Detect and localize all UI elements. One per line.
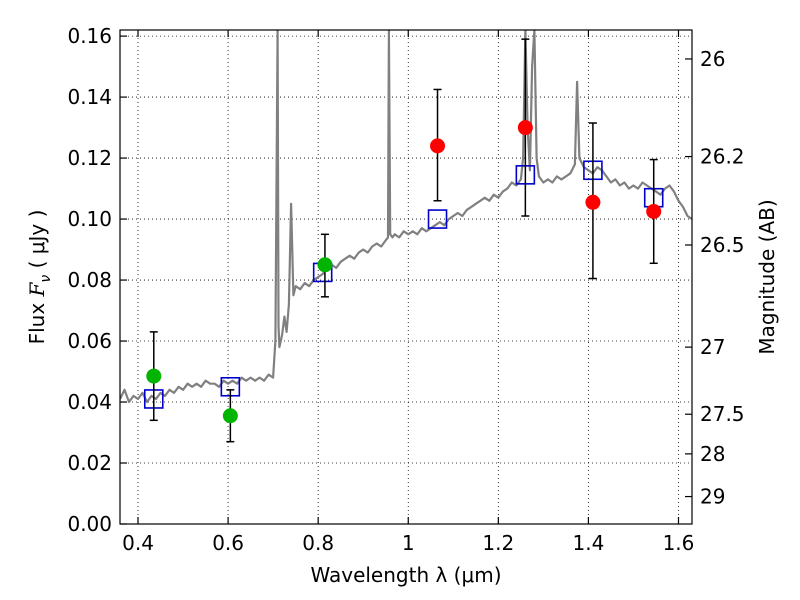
axes: 0.4 0.6 0.8 1 1.2 1.4 1.6 0.00 0.02 0.04 0.06 0.08 0… (67, 24, 744, 555)
y2-tick-label: 28 (700, 442, 725, 466)
y2-tick-label: 27 (700, 335, 725, 359)
grid (120, 30, 692, 525)
observed-point (222, 408, 238, 424)
x-tick-label: 1.4 (573, 531, 605, 555)
y-tick-label: 0.04 (67, 390, 112, 414)
y-axis-label: Flux Fν ( μJy ) (25, 210, 54, 345)
y-tick-label: 0.02 (67, 451, 112, 475)
y2-tick-label: 26.5 (700, 233, 745, 257)
x-axis-label: Wavelength λ (μm) (310, 563, 501, 587)
y-axis-label-unit: μJy (25, 224, 49, 255)
y2-tick-label: 26.2 (700, 145, 745, 169)
y2-tick-label: 26 (700, 47, 725, 71)
y-tick-label: 0.16 (67, 24, 112, 48)
y-axis-label-symbol: F (25, 281, 49, 297)
y2-tick-label: 29 (700, 485, 725, 509)
x-tick-label: 0.4 (122, 531, 154, 555)
observed-point (585, 194, 601, 210)
y-tick-label: 0.14 (67, 85, 112, 109)
y-axis-label-close: ) (25, 210, 49, 224)
y-axis-label-prefix: Flux (25, 296, 49, 344)
y-tick-label: 0.12 (67, 146, 112, 170)
observed-point (517, 120, 533, 136)
y2-tick-label: 27.5 (700, 402, 745, 426)
y-axis-label-subscript: ν (38, 275, 54, 283)
y-tick-label: 0.08 (67, 268, 112, 292)
model-photometry-square (427, 209, 448, 229)
observed-point (146, 368, 162, 384)
y2-axis-label: Magnitude (AB) (755, 199, 779, 354)
y-axis-label-open: ( (25, 254, 49, 275)
observed-point (317, 257, 333, 273)
x-tick-label: 1.2 (482, 531, 514, 555)
x-tick-label: 1 (402, 531, 415, 555)
x-tick-label: 1.6 (663, 531, 695, 555)
x-tick-label: 0.6 (212, 531, 244, 555)
y-tick-label: 0.06 (67, 329, 112, 353)
observed-point (646, 203, 662, 219)
plot-area (120, 30, 692, 443)
y-tick-label: 0.10 (67, 207, 112, 231)
x-tick-label: 0.8 (302, 531, 334, 555)
spectrum-line (120, 30, 692, 404)
y-tick-label: 0.00 (67, 512, 112, 536)
plot-frame (119, 29, 693, 525)
observed-point (430, 138, 446, 154)
